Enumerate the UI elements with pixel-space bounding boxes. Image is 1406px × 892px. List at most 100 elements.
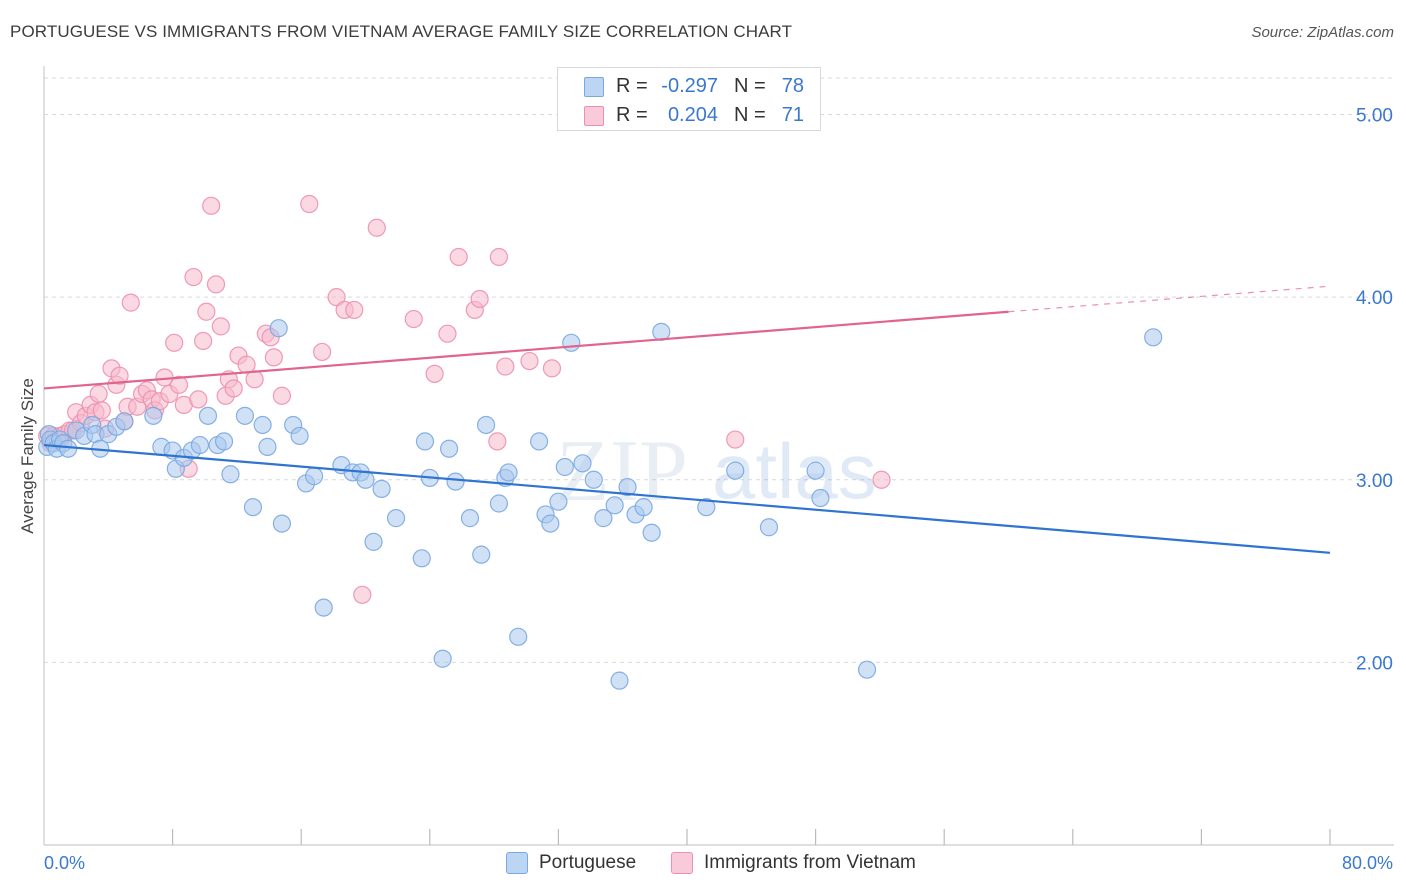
data-point — [356, 470, 375, 489]
legend-swatch-portuguese — [506, 852, 528, 874]
data-point — [488, 432, 507, 451]
data-point — [206, 275, 226, 294]
legend-swatch-vietnam — [671, 852, 693, 874]
y-tick-label: 2.00 — [1356, 653, 1393, 674]
trend-line-vietnam — [43, 310, 1009, 390]
data-point — [224, 379, 243, 398]
data-point — [197, 302, 216, 321]
y-tick-label: 3.00 — [1356, 471, 1393, 492]
data-point — [272, 386, 292, 405]
legend-row-vietnam: R = 0.204 N = 71 — [558, 100, 820, 130]
data-point — [573, 454, 592, 473]
data-point — [184, 267, 203, 287]
data-point — [460, 509, 480, 528]
data-point — [438, 324, 457, 343]
trend-lines — [43, 285, 1331, 554]
data-point — [520, 351, 539, 371]
data-point — [415, 432, 435, 451]
watermark: ZIP atlas — [556, 423, 877, 520]
data-point — [386, 509, 406, 528]
data-point — [872, 470, 891, 489]
series-vietnam-points — [38, 194, 891, 604]
data-point — [165, 333, 184, 352]
data-point — [499, 463, 518, 482]
legend-r-value: 0.204 — [667, 104, 718, 126]
data-point — [189, 390, 208, 409]
data-point — [211, 317, 230, 336]
trend-line-vietnam-extension — [1008, 285, 1331, 313]
data-point — [258, 437, 277, 456]
data-point — [169, 375, 189, 394]
legend-label-portuguese: Portuguese — [539, 852, 637, 873]
data-point — [327, 288, 346, 307]
y-tick-label: 4.00 — [1356, 288, 1393, 309]
data-point — [110, 366, 129, 385]
data-point — [372, 479, 391, 498]
data-point — [269, 319, 288, 338]
data-point — [367, 218, 386, 237]
data-point — [496, 357, 515, 376]
data-point — [221, 465, 240, 484]
data-point — [610, 671, 629, 690]
x-tick-label-max: 80.0% — [1342, 853, 1393, 873]
data-point — [470, 289, 489, 309]
data-point — [314, 598, 333, 617]
data-point — [726, 430, 745, 449]
data-point — [89, 384, 108, 404]
data-point — [433, 649, 452, 668]
y-axis-label: Average Family Size — [18, 378, 37, 534]
trend-line-portuguese — [43, 443, 1331, 554]
data-point — [446, 472, 465, 491]
data-point — [190, 435, 210, 455]
data-point — [253, 415, 272, 435]
data-point — [194, 331, 213, 351]
data-point — [300, 194, 319, 214]
data-point — [530, 432, 549, 451]
legend-swatch-blue — [584, 77, 604, 97]
legend-r-value: -0.297 — [661, 75, 718, 97]
series-portuguese-points — [38, 319, 1163, 690]
axes — [43, 66, 1394, 846]
legend-n-value: 78 — [781, 75, 804, 97]
data-point — [584, 470, 603, 489]
data-point — [214, 432, 234, 451]
legend-n-label: N = — [734, 104, 766, 126]
data-point — [489, 247, 509, 267]
legend-n-value: 71 — [781, 104, 804, 126]
source-label: Source: ZipAtlas.com — [1251, 24, 1394, 41]
data-point — [264, 348, 283, 367]
data-point — [312, 342, 332, 362]
legend-n-label: N = — [734, 75, 766, 97]
legend-swatch-pink — [584, 106, 604, 126]
data-point — [412, 549, 431, 568]
data-point — [290, 426, 309, 446]
series-legend: Portuguese Immigrants from Vietnam — [0, 850, 1406, 878]
legend-r-label: R = — [616, 104, 648, 126]
data-point — [618, 477, 637, 497]
data-point — [555, 457, 574, 477]
legend-row-portuguese: R = -0.297 N = 78 — [558, 71, 820, 101]
legend-label-vietnam: Immigrants from Vietnam — [704, 852, 916, 873]
data-point — [476, 415, 496, 435]
data-point — [92, 401, 111, 420]
data-point — [541, 514, 560, 533]
chart-title: PORTUGUESE VS IMMIGRANTS FROM VIETNAM AV… — [10, 22, 793, 41]
correlation-legend: R = -0.297 N = 78 R = 0.204 N = 71 — [557, 67, 821, 131]
data-point — [425, 364, 444, 383]
data-point — [562, 333, 581, 352]
data-point — [245, 370, 264, 389]
data-point — [806, 461, 825, 480]
data-point — [726, 461, 745, 480]
data-point — [364, 532, 383, 551]
data-point — [202, 196, 221, 215]
data-point — [198, 406, 218, 425]
data-point — [404, 309, 423, 329]
data-point — [594, 509, 613, 528]
data-point — [353, 585, 372, 604]
data-point — [1144, 328, 1163, 347]
data-point — [304, 467, 324, 486]
data-point — [697, 498, 716, 517]
data-point — [542, 359, 562, 378]
data-point — [642, 523, 661, 542]
